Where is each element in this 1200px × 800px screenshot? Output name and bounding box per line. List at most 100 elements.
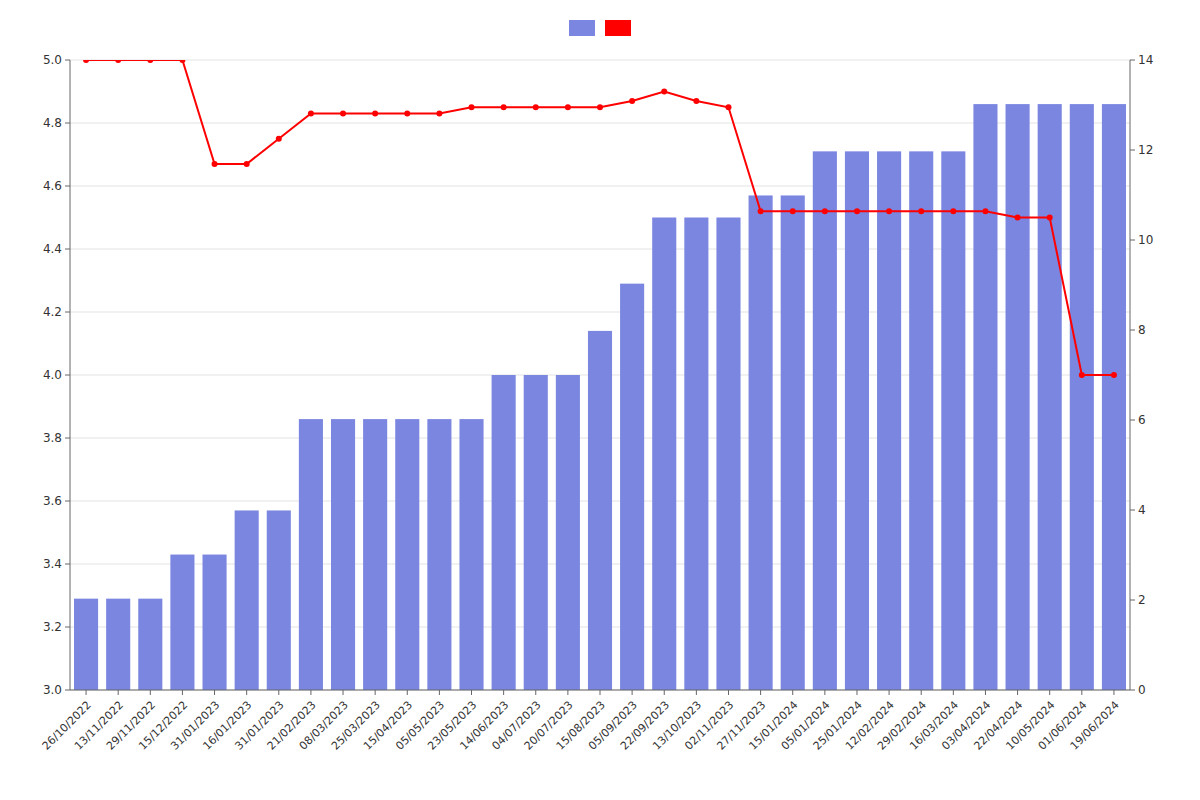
y-tick xyxy=(65,627,70,628)
line-marker xyxy=(629,98,635,104)
y-tick-label: 4.6 xyxy=(43,179,62,193)
bar xyxy=(556,375,580,690)
line-marker xyxy=(469,104,475,110)
bar xyxy=(331,419,355,690)
line-marker xyxy=(372,111,378,117)
legend xyxy=(569,20,631,36)
y2-tick xyxy=(1130,150,1135,151)
bar xyxy=(267,510,291,690)
line-marker xyxy=(950,208,956,214)
x-tick xyxy=(1081,690,1082,695)
bar xyxy=(106,599,130,690)
y-tick xyxy=(65,501,70,502)
x-tick xyxy=(343,690,344,695)
y-tick xyxy=(65,375,70,376)
plot-area xyxy=(74,60,1126,690)
y2-tick-label: 2 xyxy=(1138,593,1146,607)
bar xyxy=(363,419,387,690)
grid-line xyxy=(70,249,1130,250)
bar xyxy=(395,419,419,690)
line-marker xyxy=(1047,215,1053,221)
bar xyxy=(1038,104,1062,690)
line-marker xyxy=(661,89,667,95)
x-tick xyxy=(118,690,119,695)
line-marker xyxy=(982,208,988,214)
y2-tick xyxy=(1130,330,1135,331)
x-tick xyxy=(246,690,247,695)
x-tick xyxy=(439,690,440,695)
y-tick-label: 3.6 xyxy=(43,494,62,508)
x-tick xyxy=(824,690,825,695)
axes: 3.03.23.43.63.84.04.24.44.64.85.00246810… xyxy=(40,53,1153,753)
line-marker xyxy=(212,161,218,167)
bar xyxy=(1070,104,1094,690)
y-tick xyxy=(65,690,70,691)
x-tick xyxy=(696,690,697,695)
bar xyxy=(973,104,997,690)
x-tick xyxy=(214,690,215,695)
x-tick xyxy=(664,690,665,695)
x-tick xyxy=(889,690,890,695)
y2-tick-label: 0 xyxy=(1138,683,1146,697)
line-marker xyxy=(179,60,185,63)
bar xyxy=(813,151,837,690)
y-tick xyxy=(65,564,70,565)
bar xyxy=(203,555,227,690)
bar xyxy=(235,510,259,690)
bar xyxy=(459,419,483,690)
grid-line xyxy=(70,60,1130,61)
y2-tick-label: 8 xyxy=(1138,323,1146,337)
bar xyxy=(74,599,98,690)
y-tick xyxy=(65,123,70,124)
y-tick-label: 3.0 xyxy=(43,683,62,697)
x-tick xyxy=(86,690,87,695)
line-marker xyxy=(758,208,764,214)
bar xyxy=(427,419,451,690)
bar xyxy=(716,218,740,691)
bar xyxy=(909,151,933,690)
line-marker xyxy=(436,111,442,117)
y-tick xyxy=(65,60,70,61)
x-tick xyxy=(1049,690,1050,695)
y2-tick-label: 10 xyxy=(1138,233,1153,247)
y-tick-label: 4.0 xyxy=(43,368,62,382)
x-tick xyxy=(953,690,954,695)
bar xyxy=(620,284,644,690)
x-tick xyxy=(728,690,729,695)
line-marker xyxy=(565,104,571,110)
y-tick xyxy=(65,312,70,313)
bar xyxy=(941,151,965,690)
x-tick xyxy=(1017,690,1018,695)
bar xyxy=(749,195,773,690)
y2-tick xyxy=(1130,60,1135,61)
y-tick-label: 4.8 xyxy=(43,116,62,130)
grid-line xyxy=(70,186,1130,187)
x-tick xyxy=(182,690,183,695)
x-tick xyxy=(503,690,504,695)
line xyxy=(86,60,1114,375)
grid-line xyxy=(70,312,1130,313)
y2-tick xyxy=(1130,420,1135,421)
bar xyxy=(781,195,805,690)
line-marker xyxy=(725,104,731,110)
x-tick xyxy=(760,690,761,695)
line-marker xyxy=(1111,372,1117,378)
line-marker xyxy=(276,136,282,142)
bar xyxy=(492,375,516,690)
y2-tick xyxy=(1130,600,1135,601)
line-marker xyxy=(918,208,924,214)
line-marker xyxy=(1015,215,1021,221)
legend-swatch xyxy=(569,20,595,36)
bar xyxy=(877,151,901,690)
line-marker xyxy=(404,111,410,117)
y2-tick xyxy=(1130,510,1135,511)
x-tick xyxy=(375,690,376,695)
line-marker xyxy=(822,208,828,214)
y-tick-label: 5.0 xyxy=(43,53,62,67)
y2-tick xyxy=(1130,690,1135,691)
line-marker xyxy=(854,208,860,214)
y-tick xyxy=(65,438,70,439)
line-marker xyxy=(115,60,121,63)
line-marker xyxy=(533,104,539,110)
y-tick-label: 3.4 xyxy=(43,557,62,571)
